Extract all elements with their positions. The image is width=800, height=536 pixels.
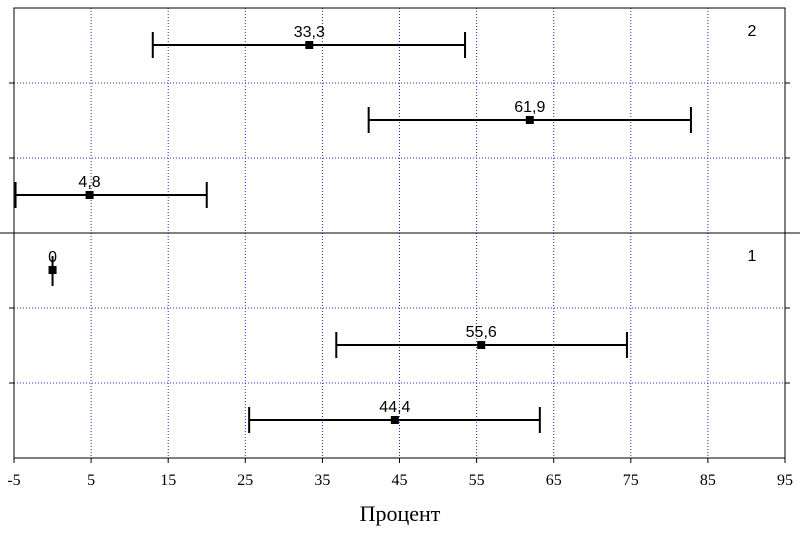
data-point [525,116,534,124]
x-tick-label: 85 [700,472,716,489]
data-point [48,266,57,274]
panel-2: 2 33,3 61,9 4,8 [14,23,757,208]
panel-label: 2 [748,23,757,40]
error-bar: 4,8 [14,174,208,208]
panel-1: 1 0 55,6 44,4 [48,248,757,433]
data-label: 33,3 [294,24,325,41]
error-bar: 0 [48,249,57,286]
data-label: 4,8 [78,174,100,191]
x-tick-label: 55 [469,472,485,489]
panel-label: 1 [748,248,757,265]
x-tick-label: -5 [7,472,20,489]
error-bar: 55,6 [335,324,628,358]
x-tick-label: 75 [623,472,639,489]
plot-frame [0,7,800,459]
x-tick-label: 35 [314,472,330,489]
data-point [305,41,314,49]
x-tick-label: 15 [160,472,176,489]
data-label: 0 [48,249,57,266]
error-bar: 44,4 [248,399,541,433]
error-bar: 33,3 [151,24,467,58]
data-label: 61,9 [514,99,545,116]
x-tick-label: 25 [237,472,253,489]
x-tick-label: 65 [546,472,562,489]
x-tick-label: 45 [392,472,408,489]
x-tick-label: 95 [777,472,793,489]
panels: 2 33,3 61,9 4,8 1 0 55,6 44,4 [14,23,757,433]
data-point [477,341,486,349]
x-tick-label: 5 [87,472,95,489]
data-label: 44,4 [379,399,410,416]
error-bar: 61,9 [367,99,692,133]
x-axis-title: Процент [360,501,441,526]
data-point [390,416,399,424]
data-label: 55,6 [466,324,497,341]
x-axis: -5 5 15 25 35 45 55 65 75 85 95 [7,458,793,489]
data-point [85,191,94,199]
